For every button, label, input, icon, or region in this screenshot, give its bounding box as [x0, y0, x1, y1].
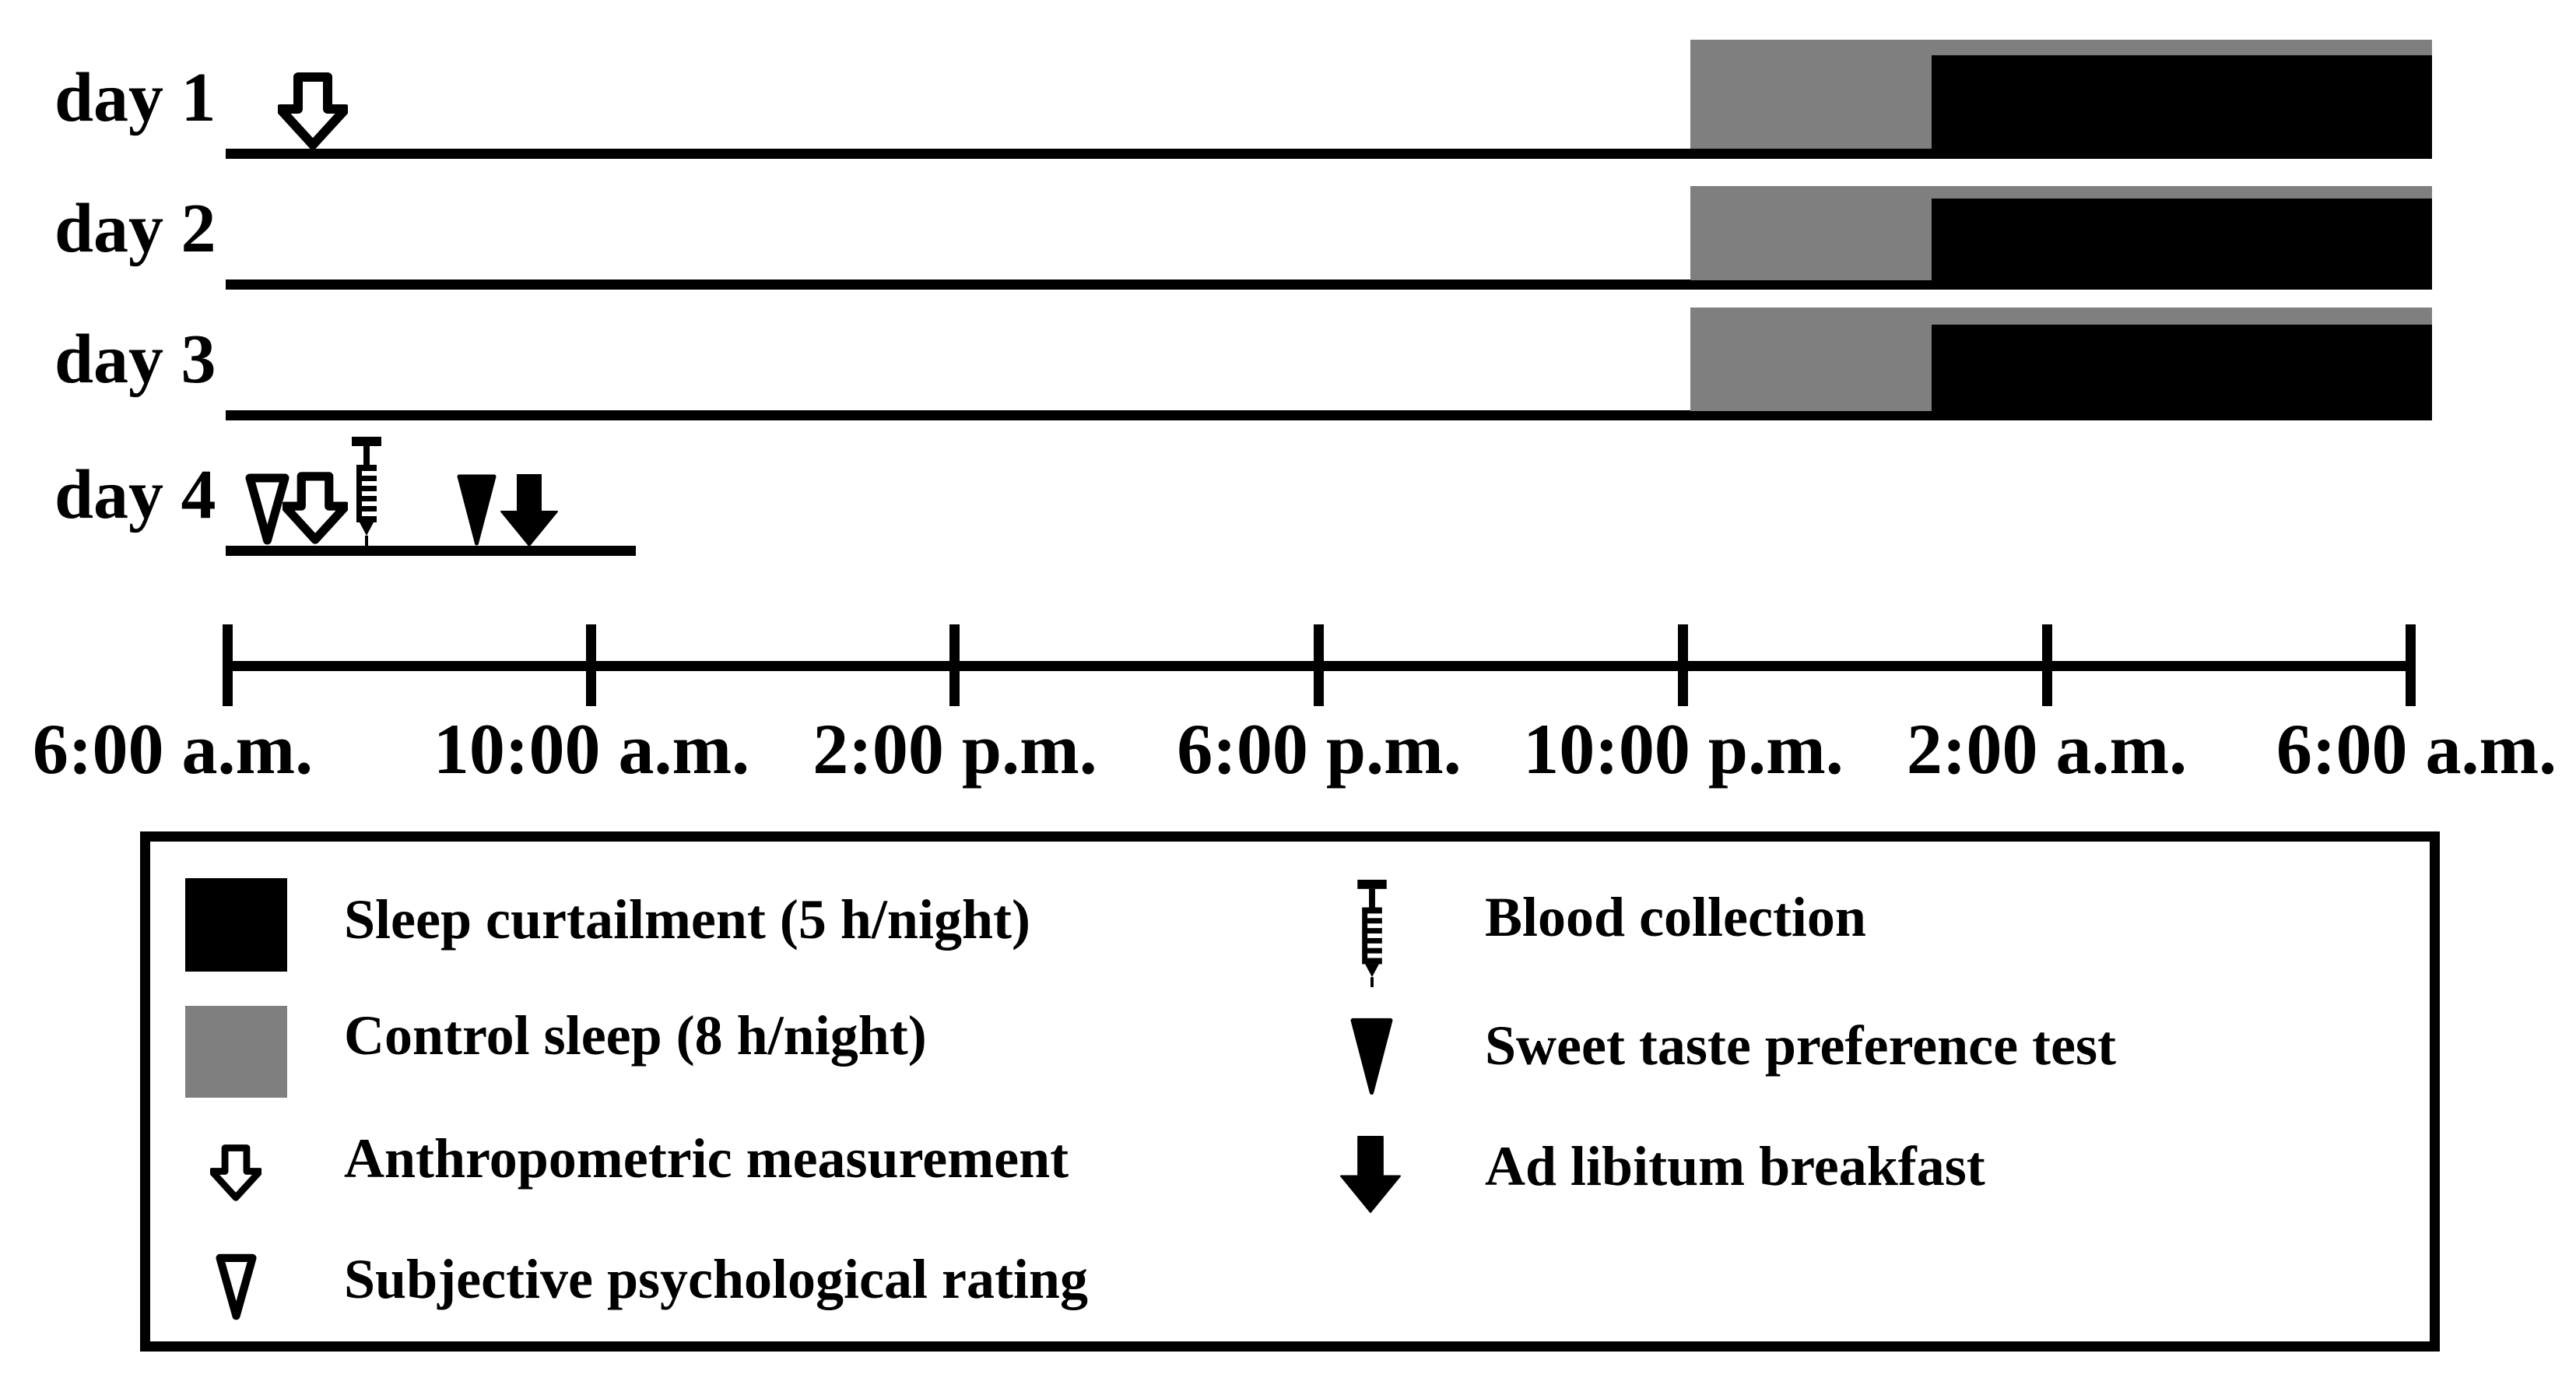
legend-label-blood-collection: Blood collection: [1485, 886, 1866, 948]
day-3-timeline: [226, 410, 2432, 420]
day-4-label: day 4: [54, 456, 216, 533]
axis-tick: [223, 624, 233, 706]
axis-tick: [1678, 624, 1688, 706]
day-1-timeline: [226, 149, 2432, 159]
axis-tick-label: 2:00 p.m.: [812, 709, 1097, 789]
day-3-label: day 3: [54, 321, 216, 398]
axis-tick: [1314, 624, 1324, 706]
day-3-sleep-curtailment-bar: [1932, 325, 2432, 420]
axis-tick: [586, 624, 596, 706]
axis-tick: [2406, 624, 2416, 706]
sleep-curtailment-swatch: [185, 878, 287, 972]
day-1-label: day 1: [54, 59, 216, 136]
legend-label-control-sleep: Control sleep (8 h/night): [344, 1004, 927, 1067]
day-4-timeline: [226, 546, 636, 556]
blood-collection-syringe-icon: [1356, 880, 1388, 987]
legend-label-sleep-curtailment: Sleep curtailment (5 h/night): [344, 888, 1030, 951]
axis-tick-label: 6:00 p.m.: [1177, 709, 1462, 789]
blood-collection-syringe-icon: [352, 437, 381, 546]
anthropometric-arrow-icon: [278, 72, 348, 149]
legend-label-sweet-taste: Sweet taste preference test: [1485, 1014, 2116, 1077]
axis-tick-label: 2:00 a.m.: [1906, 709, 2188, 789]
psychological-rating-triangle-icon: [216, 1247, 257, 1327]
control-sleep-swatch: [185, 1006, 287, 1098]
legend-label-psychological-rating: Subjective psychological rating: [344, 1248, 1088, 1310]
axis-tick-label: 10:00 p.m.: [1523, 709, 1844, 789]
axis-tick-label: 6:00 a.m.: [2276, 709, 2557, 789]
axis-tick: [949, 624, 960, 706]
legend-box: [140, 831, 2440, 1352]
day-2-timeline: [226, 279, 2432, 290]
legend-label-breakfast: Ad libitum breakfast: [1485, 1135, 1985, 1197]
sweet-taste-triangle-icon: [457, 474, 497, 546]
breakfast-arrow-icon: [500, 474, 558, 546]
sweet-taste-triangle-icon: [1350, 1014, 1393, 1099]
anthropometric-arrow-icon: [283, 469, 348, 546]
anthropometric-arrow-icon: [210, 1133, 261, 1212]
day-2-label: day 2: [54, 190, 216, 267]
axis-tick: [2042, 624, 2052, 706]
breakfast-arrow-icon: [1340, 1133, 1401, 1216]
axis-tick-label: 6:00 a.m.: [32, 709, 314, 789]
day-1-sleep-curtailment-bar: [1932, 55, 2432, 158]
legend-label-anthropometric: Anthropometric measurement: [344, 1127, 1069, 1190]
axis-tick-label: 10:00 a.m.: [433, 709, 750, 789]
day-2-sleep-curtailment-bar: [1932, 199, 2432, 290]
